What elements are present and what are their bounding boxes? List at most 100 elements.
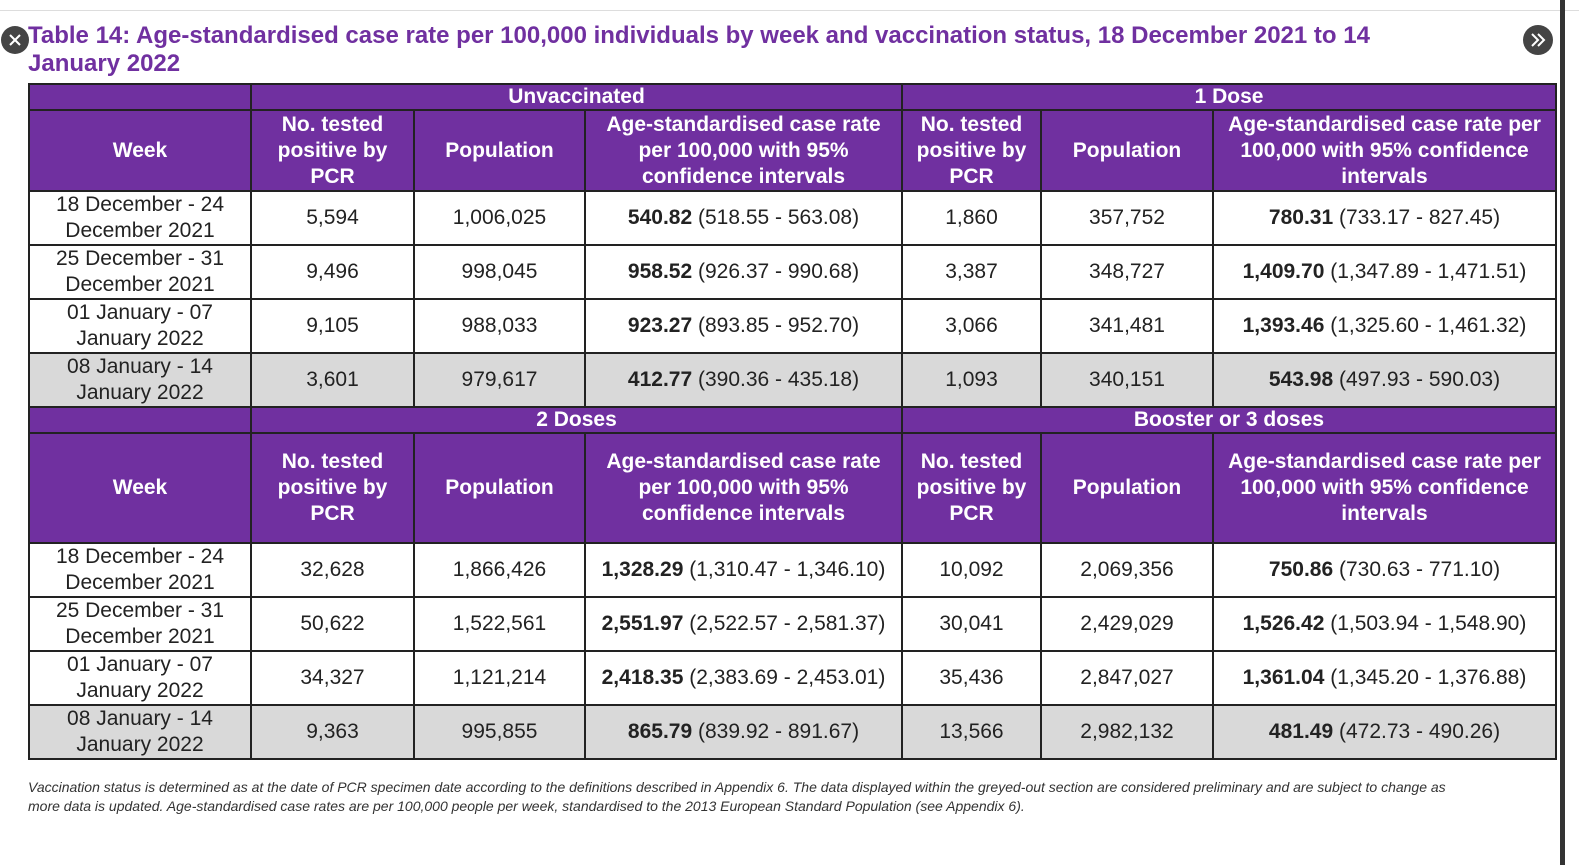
close-button[interactable] [0,25,30,55]
rate-cell: 780.31 (733.17 - 827.45) [1212,190,1557,246]
value-cell: 340,151 [1040,352,1214,408]
rate-value: 481.49 [1268,720,1334,743]
value-cell: 1,866,426 [413,542,586,598]
week-cell: 18 December - 24 December 2021 [28,190,252,246]
value-cell: 2,429,029 [1040,596,1214,652]
value-cell: 357,752 [1040,190,1214,246]
group-header: 2 Doses [250,406,903,434]
column-header: Population [1040,432,1214,544]
column-header: Age-standardised case rate per 100,000 w… [584,109,903,192]
group-header: 1 Dose [901,83,1557,111]
rate-value: 750.86 [1268,558,1334,581]
week-cell: 01 January - 07 January 2022 [28,298,252,354]
value-cell: 3,066 [901,298,1042,354]
week-cell: 08 January - 14 January 2022 [28,352,252,408]
rate-value: 540.82 [627,206,693,229]
week-cell: 25 December - 31 December 2021 [28,596,252,652]
rate-cell: 958.52 (926.37 - 990.68) [584,244,903,300]
rate-value: 1,409.70 [1242,260,1325,283]
rate-value: 543.98 [1268,368,1334,391]
data-row: 08 January - 14 January 2022 9,363 995,855… [28,704,1557,760]
rate-value: 958.52 [627,260,693,283]
value-cell: 9,363 [250,704,415,760]
value-cell: 34,327 [250,650,415,706]
rate-cell: 865.79 (839.92 - 891.67) [584,704,903,760]
column-header: No. tested positive by PCR [250,109,415,192]
next-button[interactable] [1522,24,1554,56]
column-header: No. tested positive by PCR [250,432,415,544]
rate-value: 1,393.46 [1242,314,1325,337]
column-header: No. tested positive by PCR [901,432,1042,544]
table-title: Table 14: Age-standardised case rate per… [28,22,1370,77]
rate-cell: 1,361.04 (1,345.20 - 1,376.88) [1212,650,1557,706]
column-header: Age-standardised case rate per 100,000 w… [1212,109,1557,192]
data-row: 01 January - 07 January 2022 34,327 1,121,… [28,650,1557,706]
value-cell: 1,860 [901,190,1042,246]
value-cell: 988,033 [413,298,586,354]
confidence-interval: (893.85 - 952.70) [697,314,860,337]
value-cell: 2,847,027 [1040,650,1214,706]
rate-value: 1,361.04 [1242,666,1325,689]
rate-cell: 543.98 (497.93 - 590.03) [1212,352,1557,408]
week-cell: 25 December - 31 December 2021 [28,244,252,300]
value-cell: 9,496 [250,244,415,300]
week-cell: 18 December - 24 December 2021 [28,542,252,598]
value-cell: 13,566 [901,704,1042,760]
value-cell: 3,601 [250,352,415,408]
data-row: 18 December - 24 December 2021 32,628 1,86… [28,542,1557,598]
confidence-interval: (733.17 - 827.45) [1338,206,1501,229]
rate-cell: 750.86 (730.63 - 771.10) [1212,542,1557,598]
rate-cell: 1,526.42 (1,503.94 - 1,548.90) [1212,596,1557,652]
value-cell: 50,622 [250,596,415,652]
group-header: Unvaccinated [250,83,903,111]
value-cell: 32,628 [250,542,415,598]
column-header: Population [1040,109,1214,192]
rate-cell: 540.82 (518.55 - 563.08) [584,190,903,246]
group-header: Booster or 3 doses [901,406,1557,434]
column-header: No. tested positive by PCR [901,109,1042,192]
rate-cell: 481.49 (472.73 - 490.26) [1212,704,1557,760]
footnote: Vaccination status is determined as at t… [28,779,1446,814]
data-table: Unvaccinated 1 Dose Week No. tested positiv… [28,83,1557,760]
rate-cell: 1,409.70 (1,347.89 - 1,471.51) [1212,244,1557,300]
confidence-interval: (497.93 - 590.03) [1338,368,1501,391]
rate-value: 780.31 [1268,206,1334,229]
value-cell: 1,121,214 [413,650,586,706]
data-row: 18 December - 24 December 2021 5,594 1,006… [28,190,1557,246]
column-header: Age-standardised case rate per 100,000 w… [1212,432,1557,544]
rate-value: 2,418.35 [601,666,684,689]
divider [0,10,1579,11]
header-row: Week No. tested positive by PCR Population… [28,432,1557,544]
rate-cell: 1,393.46 (1,325.60 - 1,461.32) [1212,298,1557,354]
value-cell: 341,481 [1040,298,1214,354]
confidence-interval: (1,503.94 - 1,548.90) [1330,612,1527,635]
value-cell: 9,105 [250,298,415,354]
value-cell: 35,436 [901,650,1042,706]
data-row: 25 December - 31 December 2021 9,496 998,0… [28,244,1557,300]
column-header: Population [413,432,586,544]
rate-value: 923.27 [627,314,693,337]
value-cell: 1,006,025 [413,190,586,246]
value-cell: 995,855 [413,704,586,760]
value-cell: 1,522,561 [413,596,586,652]
rate-value: 1,328.29 [601,558,684,581]
value-cell: 3,387 [901,244,1042,300]
header-row: Week No. tested positive by PCR Population… [28,109,1557,192]
value-cell: 30,041 [901,596,1042,652]
rate-cell: 923.27 (893.85 - 952.70) [584,298,903,354]
value-cell: 998,045 [413,244,586,300]
confidence-interval: (390.36 - 435.18) [697,368,860,391]
confidence-interval: (2,522.57 - 2,581.37) [689,612,886,635]
value-cell: 10,092 [901,542,1042,598]
rate-value: 412.77 [627,368,693,391]
confidence-interval: (926.37 - 990.68) [697,260,860,283]
confidence-interval: (839.92 - 891.67) [697,720,860,743]
value-cell: 1,093 [901,352,1042,408]
value-cell: 5,594 [250,190,415,246]
confidence-interval: (2,383.69 - 2,453.01) [689,666,886,689]
rate-cell: 1,328.29 (1,310.47 - 1,346.10) [584,542,903,598]
week-cell: 08 January - 14 January 2022 [28,704,252,760]
confidence-interval: (518.55 - 563.08) [697,206,860,229]
confidence-interval: (1,325.60 - 1,461.32) [1330,314,1527,337]
